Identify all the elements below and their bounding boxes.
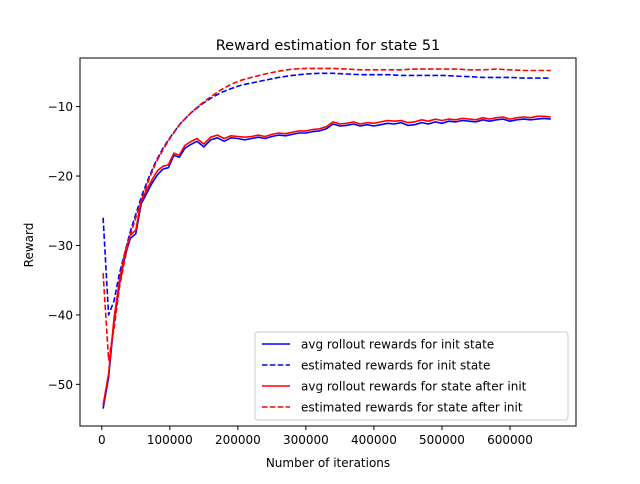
series-line-2: [102, 115, 551, 406]
y-tick-label: −10: [48, 100, 73, 114]
legend-label-3: estimated rewards for state after init: [301, 401, 523, 415]
x-tick-label: 400000: [351, 433, 397, 447]
series-line-1: [102, 72, 551, 316]
x-tick-label: 500000: [419, 433, 465, 447]
series-line-3: [102, 67, 551, 361]
x-axis-label: Number of iterations: [266, 456, 390, 470]
y-tick-label: −40: [48, 308, 73, 322]
chart-title: Reward estimation for state 51: [216, 38, 441, 54]
x-tick-label: 600000: [487, 433, 533, 447]
legend-box: [254, 331, 569, 421]
x-tick-label: 100000: [147, 433, 193, 447]
y-tick-label: −20: [48, 170, 73, 184]
series-layer: [102, 67, 551, 409]
plot-area-frame: [79, 57, 577, 427]
legend-label-0: avg rollout rewards for init state: [301, 338, 494, 352]
x-tick-label: 200000: [215, 433, 261, 447]
y-axis-ticks: −50 −40 −30 −20 −10: [48, 100, 80, 392]
legend: avg rollout rewards for init state estima…: [254, 331, 569, 421]
y-tick-label: −30: [48, 239, 73, 253]
legend-label-2: avg rollout rewards for state after init: [301, 380, 527, 394]
series-line-0: [102, 117, 551, 409]
y-tick-label: −50: [48, 378, 73, 392]
x-tick-label: 300000: [283, 433, 329, 447]
x-axis-ticks: 0 100000 200000 300000 400000 500000 600000: [98, 426, 533, 447]
y-axis-label: Reward: [22, 223, 36, 268]
legend-label-1: estimated rewards for init state: [301, 359, 490, 373]
x-tick-label: 0: [98, 433, 106, 447]
